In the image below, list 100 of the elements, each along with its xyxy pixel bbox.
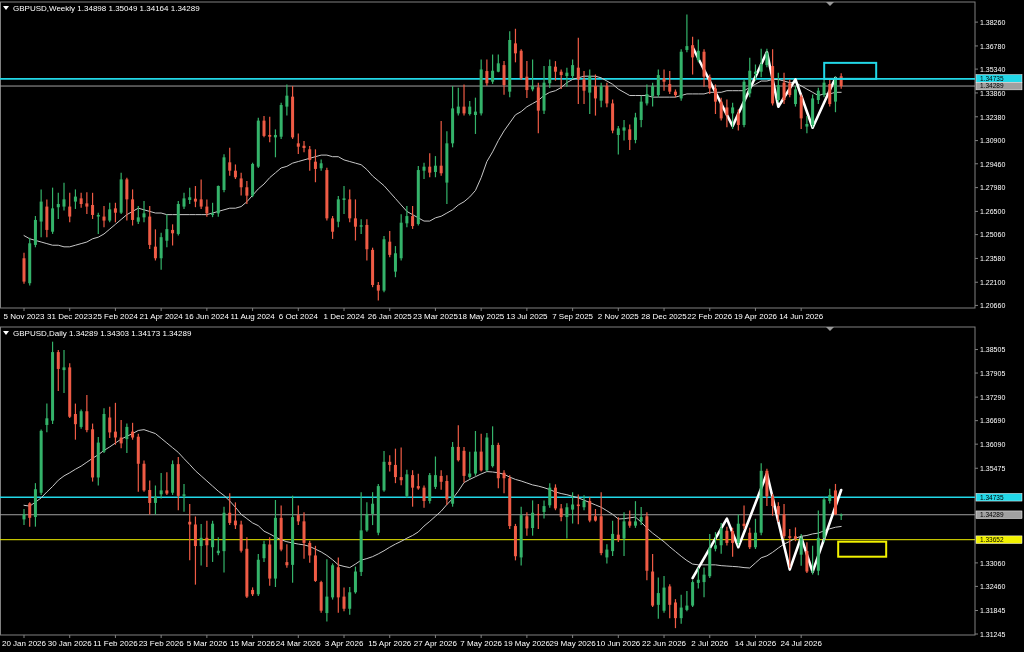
candlestick [473,97,477,134]
candlestick [491,54,495,84]
x-tick-label: 10 Jun 2026 [596,639,641,648]
candlestick [571,59,575,79]
x-tick-label: 20 Jan 2026 [1,639,47,648]
candlestick [125,177,129,221]
x-tick-label: 14 Jul 2026 [734,639,777,648]
candlestick [673,599,677,629]
x-tick-label: 13 Jul 2025 [506,312,549,321]
candlestick [691,36,695,75]
x-tick-label: 1 Dec 2024 [323,312,366,321]
candlestick [525,512,529,536]
candlestick [811,545,815,575]
x-tick-label: 22 Jun 2026 [642,639,687,648]
x-tick-label: 18 May 2025 [458,312,505,321]
candlestick [748,527,752,549]
candlestick [96,212,100,234]
candlestick [22,252,26,284]
x-tick-label: 24 Mar 2026 [275,639,322,648]
candlestick [193,516,197,585]
x-tick-label: 23 Mar 2025 [412,312,459,321]
candlestick [153,229,157,261]
candlestick [593,74,597,116]
candlestick [165,472,169,495]
x-tick-label: 21 Apr 2024 [139,312,184,321]
candlestick [753,518,757,549]
candlestick [85,394,89,433]
candlestick [719,97,723,121]
candlestick [639,96,643,128]
candlestick [611,520,615,557]
candlestick [411,205,415,229]
candlestick [422,485,426,508]
candlestick [296,133,300,154]
candlestick [719,523,723,554]
candlestick [456,425,460,462]
candlestick [56,192,60,219]
candlestick [211,520,215,562]
candlestick [565,503,569,539]
candlestick [559,69,563,90]
x-tick-label: 15 Apr 2026 [368,639,412,648]
candlestick [325,559,329,622]
candlestick [685,14,689,53]
candlestick [771,493,775,516]
candlestick [45,199,49,238]
candlestick [805,542,809,573]
candlestick [439,470,443,490]
candlestick [525,61,529,98]
candlestick [422,162,426,180]
x-tick-label: 15 Mar 2026 [230,639,276,648]
candlestick [548,59,552,88]
candlestick [713,84,717,114]
candlestick [668,71,672,95]
x-tick-label: 14 Jun 2026 [779,312,824,321]
candlestick [696,39,700,63]
x-tick-label: 29 May 2026 [549,639,597,648]
candlestick [171,224,175,246]
candlestick [656,69,660,98]
candlestick [79,192,83,208]
candlestick [736,109,740,131]
candlestick [228,147,232,176]
candlestick [628,124,632,150]
candlestick [828,79,832,107]
candlestick [85,192,89,214]
x-tick-label: 25 Feb 2024 [92,312,139,321]
candlestick [588,69,592,114]
x-tick-label: 22 Feb 2026 [687,312,733,321]
candlestick [228,493,232,526]
candlestick [799,94,803,129]
candlestick [445,475,449,506]
candlestick [62,349,66,394]
candlestick [702,567,706,598]
candlestick [668,584,672,619]
candlestick [125,423,129,453]
candlestick [268,116,272,143]
candlestick [353,199,357,241]
x-tick-label: 2 Nov 2025 [597,312,640,321]
candlestick [565,67,569,87]
candlestick [113,402,117,445]
candlestick [439,121,443,176]
x-tick-label: 5 Mar 2026 [186,639,228,648]
candlestick [342,587,346,612]
candlestick [782,503,786,539]
candlestick [633,501,637,528]
x-tick-label: 11 Feb 2026 [93,639,139,648]
candlestick [479,433,483,472]
candlestick [68,192,72,223]
candlestick [51,187,55,234]
candlestick [182,483,186,512]
candlestick [113,202,117,223]
candlestick [502,61,506,95]
candlestick [28,502,32,527]
candlestick [102,205,106,228]
candlestick [108,406,112,439]
candlestick [748,57,752,98]
candlestick [725,99,729,128]
candlestick [485,59,489,86]
x-tick-label: 19 Apr 2026 [733,312,778,321]
candlestick [788,528,792,568]
candlestick [553,484,557,511]
candlestick [165,214,169,248]
